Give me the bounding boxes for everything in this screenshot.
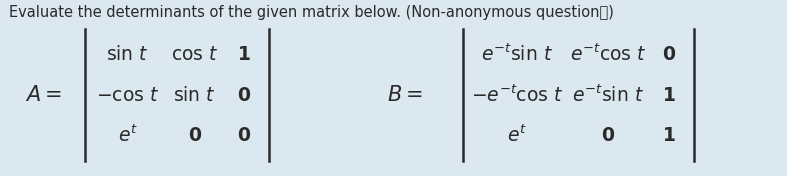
Text: $\mathbf{0}$: $\mathbf{0}$ <box>188 126 201 145</box>
Text: $\mathbf{0}$: $\mathbf{0}$ <box>237 126 251 145</box>
Text: $\mathbf{\sin}\,\mathit{t}$: $\mathbf{\sin}\,\mathit{t}$ <box>173 86 216 105</box>
Text: $\mathbf{0}$: $\mathbf{0}$ <box>601 126 615 145</box>
Text: $\mathit{e}^{-\mathit{t}}\mathbf{\cos}\,\mathit{t}$: $\mathit{e}^{-\mathit{t}}\mathbf{\cos}\,… <box>570 44 646 65</box>
Text: $\mathbf{0}$: $\mathbf{0}$ <box>662 45 676 64</box>
Text: $\mathit{A} =$: $\mathit{A} =$ <box>25 85 61 105</box>
Text: $-\mathit{e}^{-\mathit{t}}\mathbf{\cos}\,\mathit{t}$: $-\mathit{e}^{-\mathit{t}}\mathbf{\cos}\… <box>471 84 563 106</box>
Text: $\mathbf{1}$: $\mathbf{1}$ <box>237 45 251 64</box>
Text: $\mathbf{1}$: $\mathbf{1}$ <box>662 126 676 145</box>
Text: $\mathit{e}^{-\mathit{t}}\mathbf{\sin}\,\mathit{t}$: $\mathit{e}^{-\mathit{t}}\mathbf{\sin}\,… <box>572 84 644 106</box>
Text: $\mathit{e}^{\mathit{t}}$: $\mathit{e}^{\mathit{t}}$ <box>508 125 527 146</box>
Text: $\mathit{e}^{\mathit{t}}$: $\mathit{e}^{\mathit{t}}$ <box>118 125 138 146</box>
Text: Evaluate the determinants of the given matrix below. (Non-anonymous questionⓘ): Evaluate the determinants of the given m… <box>9 5 615 20</box>
Text: $\mathbf{\cos}\,\mathit{t}$: $\mathbf{\cos}\,\mathit{t}$ <box>171 45 219 64</box>
Text: $\mathbf{\sin}\,\mathit{t}$: $\mathbf{\sin}\,\mathit{t}$ <box>106 45 150 64</box>
Text: $\mathbf{0}$: $\mathbf{0}$ <box>237 86 251 105</box>
Text: $\mathbf{1}$: $\mathbf{1}$ <box>662 86 676 105</box>
Text: $\mathit{B} =$: $\mathit{B} =$ <box>387 85 423 105</box>
Text: $\mathit{e}^{-\mathit{t}}\mathbf{\sin}\,\mathit{t}$: $\mathit{e}^{-\mathit{t}}\mathbf{\sin}\,… <box>482 44 553 65</box>
Text: $-\mathbf{\cos}\,\mathit{t}$: $-\mathbf{\cos}\,\mathit{t}$ <box>96 86 160 105</box>
